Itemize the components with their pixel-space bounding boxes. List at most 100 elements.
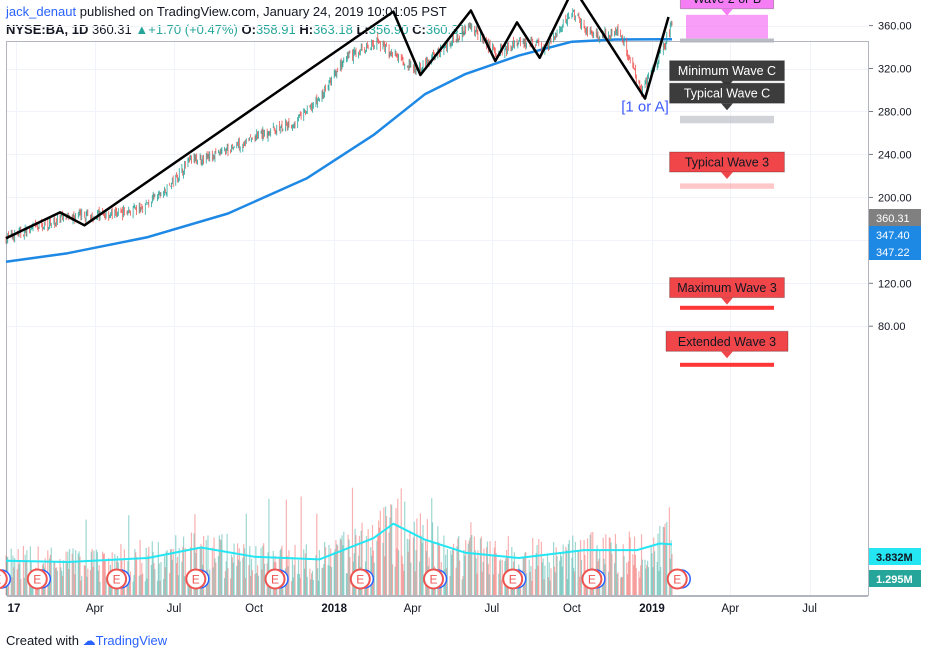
price-tick-label: 240.00 bbox=[878, 149, 912, 161]
volume-bar bbox=[207, 535, 209, 595]
volume-bar bbox=[129, 571, 132, 595]
volume-bar bbox=[560, 556, 563, 595]
volume-bar bbox=[236, 566, 238, 595]
volume-bar bbox=[322, 567, 324, 595]
volume-bar bbox=[298, 573, 300, 595]
volume-bar bbox=[476, 573, 478, 595]
volume-bar bbox=[227, 568, 229, 595]
volume-bar bbox=[632, 554, 634, 595]
volume-bar bbox=[68, 569, 70, 595]
symbol-name[interactable]: NYSE:BA, 1D bbox=[6, 22, 89, 37]
price-scale-bg[interactable] bbox=[869, 42, 928, 596]
volume-bar bbox=[404, 501, 406, 595]
volume-bar bbox=[446, 549, 448, 595]
earnings-marker bbox=[502, 568, 524, 590]
earnings-markers[interactable]: EEEEEEEEEE bbox=[0, 568, 691, 590]
volume-bar bbox=[473, 536, 475, 595]
volume-bar bbox=[175, 535, 177, 595]
volume-bar bbox=[634, 555, 637, 595]
volume-bar bbox=[463, 549, 465, 595]
volume-bar bbox=[99, 582, 101, 595]
volume-bar bbox=[249, 546, 251, 595]
volume-bar bbox=[312, 580, 314, 595]
volume-bar bbox=[331, 567, 333, 595]
volume-bar bbox=[309, 568, 311, 595]
open-label: O: bbox=[241, 22, 256, 37]
target-label: Maximum Wave 3 bbox=[677, 281, 777, 295]
wave-count-line[interactable] bbox=[5, 0, 670, 240]
target-label-pointer bbox=[721, 171, 733, 179]
earnings-marker bbox=[185, 568, 207, 590]
volume-bar bbox=[134, 548, 136, 595]
target-label-pointer bbox=[721, 351, 733, 359]
volume-bar bbox=[231, 557, 233, 595]
author-link[interactable]: jack_denaut bbox=[6, 4, 77, 19]
volume-bar bbox=[194, 514, 196, 595]
volume-bar bbox=[91, 548, 93, 595]
volume-bar bbox=[401, 555, 403, 595]
tradingview-brand-link[interactable]: TradingView bbox=[95, 633, 168, 648]
volume-bar bbox=[329, 565, 331, 595]
symbol-legend: NYSE:BA, 1D 360.31 ▲+1.70 (+0.47%) O:358… bbox=[6, 22, 466, 40]
pane-border bbox=[6, 41, 869, 596]
volume-bar bbox=[629, 537, 631, 595]
volume-bar bbox=[183, 536, 185, 595]
earnings-marker-letter: E bbox=[113, 573, 121, 587]
volume-bar bbox=[583, 540, 585, 595]
volume-bar bbox=[568, 539, 570, 595]
volume-bar bbox=[573, 571, 576, 595]
high-value: 363.18 bbox=[313, 22, 353, 37]
volume-bar bbox=[578, 551, 580, 595]
volume-bar bbox=[443, 535, 445, 595]
target-zone bbox=[680, 115, 774, 124]
volume-bar bbox=[652, 567, 654, 595]
volume-bar bbox=[251, 570, 253, 595]
volume-bar bbox=[138, 575, 140, 595]
volume-bar bbox=[73, 561, 75, 595]
volume-bar bbox=[25, 560, 27, 595]
volume-bar bbox=[109, 580, 111, 595]
volume-bar bbox=[640, 565, 642, 595]
price-tag-label: 347.22 bbox=[876, 247, 910, 259]
volume-bar bbox=[641, 559, 643, 595]
volume-bar bbox=[104, 561, 106, 595]
volume-bar bbox=[135, 552, 137, 595]
volume-bar bbox=[83, 565, 85, 595]
target-label: Typical Wave C bbox=[684, 87, 770, 101]
target-label-pointer bbox=[721, 8, 733, 16]
volume-bar bbox=[257, 565, 259, 595]
time-axis[interactable]: 17 Apr Jul Oct 2018 Apr Jul Oct 2019 Apr Jul bbox=[7, 596, 868, 616]
volume-bar bbox=[177, 575, 179, 595]
volume-bar bbox=[633, 536, 636, 595]
volume-bar bbox=[403, 570, 405, 595]
volume-bar bbox=[425, 540, 427, 595]
volume-bar bbox=[371, 524, 374, 595]
volume-bar bbox=[394, 566, 396, 595]
volume-bar bbox=[645, 568, 647, 595]
volume-ma-path bbox=[5, 522, 673, 563]
volume-bar bbox=[14, 558, 16, 595]
target-annotations[interactable]: [2 or B][1 or A]Wave 2 or BMinimum Wave … bbox=[621, 0, 789, 367]
volume-bar bbox=[128, 515, 130, 595]
volume-bar bbox=[537, 565, 539, 595]
target-zone bbox=[680, 183, 774, 189]
volume-bar bbox=[398, 550, 400, 595]
volume-bar bbox=[471, 535, 473, 595]
earnings-marker-letter: E bbox=[33, 573, 41, 587]
target-label-pointer bbox=[721, 297, 733, 305]
volume-bar bbox=[261, 569, 263, 595]
volume-bar bbox=[141, 562, 143, 595]
volume-bar bbox=[67, 551, 69, 595]
volume-bar bbox=[208, 573, 210, 595]
volume-bar bbox=[92, 566, 94, 595]
volume-bar bbox=[77, 553, 79, 595]
volume-bar bbox=[93, 550, 95, 595]
volume-bar bbox=[653, 537, 655, 595]
volume-bar bbox=[408, 539, 410, 595]
time-tick-label: Oct bbox=[563, 603, 582, 615]
volume-bar bbox=[415, 550, 417, 595]
volume-bar bbox=[158, 563, 160, 595]
volume-bar bbox=[571, 557, 573, 595]
volume-bar bbox=[54, 561, 56, 595]
